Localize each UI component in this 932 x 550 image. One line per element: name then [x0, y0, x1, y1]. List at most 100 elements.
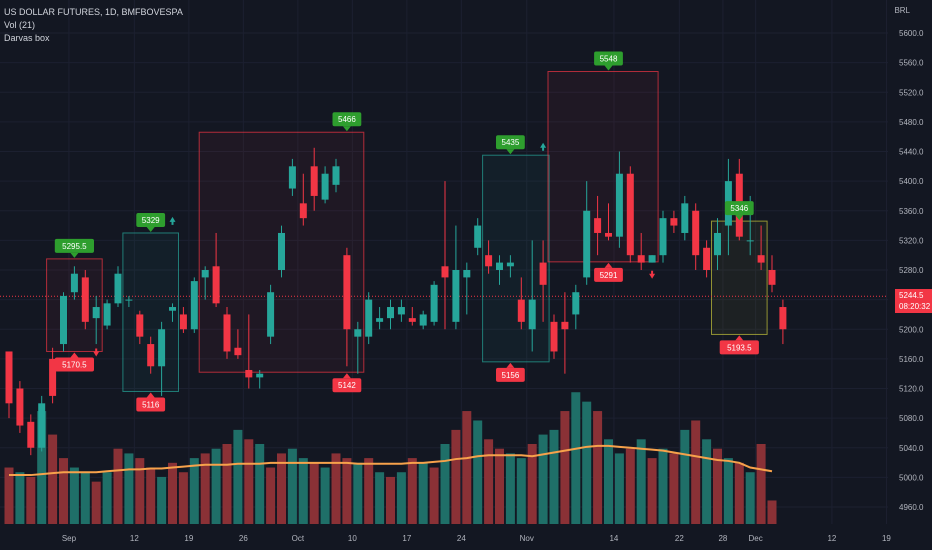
volume-bar [26, 476, 36, 524]
label-text: 5295.5 [62, 242, 87, 251]
candle [768, 255, 776, 293]
candle [365, 292, 373, 345]
time-tick-label: 19 [882, 534, 891, 543]
candle-body [70, 273, 78, 293]
candle-body [757, 255, 765, 263]
candle [354, 321, 362, 374]
darvas-box [122, 232, 179, 392]
time-tick-label: 24 [457, 534, 466, 543]
volume-bar [375, 472, 385, 524]
candle [234, 329, 242, 359]
volume-bar [277, 453, 286, 524]
price-tick-label: 5320.0 [899, 236, 924, 245]
candle-body [81, 277, 89, 322]
candle [27, 414, 35, 456]
volume-bar [4, 467, 14, 524]
time-tick-label: 17 [402, 534, 411, 543]
label-text: 5170.5 [62, 360, 87, 369]
candle-body [376, 318, 384, 322]
time-tick-label: 12 [827, 534, 836, 543]
volume-bar [527, 444, 537, 524]
volume-bar [135, 458, 145, 524]
volume-bar [571, 392, 581, 524]
volume-bar [222, 444, 232, 524]
candle [103, 299, 111, 330]
candle [528, 240, 536, 352]
volume-bar [418, 462, 428, 524]
label-pointer [342, 373, 351, 379]
time-tick-label: Nov [520, 534, 534, 543]
candle [310, 147, 318, 211]
volume-bar [647, 458, 657, 524]
volume-bar [407, 458, 417, 524]
candle [397, 299, 405, 322]
label-pointer [735, 215, 744, 221]
price-tick-label: 5160.0 [899, 355, 924, 364]
label-pointer [342, 126, 351, 132]
label-text: 5548 [600, 55, 618, 64]
volume-bar [342, 458, 352, 524]
volume-ma-line [9, 444, 773, 477]
label-pointer [70, 352, 79, 358]
label-background [54, 238, 94, 253]
candle [60, 292, 67, 352]
down-arrow-icon [649, 270, 656, 279]
candle-body [223, 314, 231, 352]
candle [779, 299, 787, 345]
candle [136, 310, 144, 345]
candle [626, 166, 634, 263]
price-tick-label: 5280.0 [899, 266, 924, 275]
candle [463, 262, 471, 315]
volume-bar [505, 453, 515, 524]
up-arrow-icon [169, 216, 176, 225]
label-background [54, 357, 94, 372]
candle-body [430, 284, 438, 322]
candle-body [256, 373, 264, 378]
candle-body [615, 173, 623, 237]
candle-body [485, 255, 493, 267]
candle-body [212, 266, 220, 304]
candle [714, 218, 721, 270]
candle-body [626, 173, 634, 256]
price-tick-label: 5000.0 [899, 473, 924, 482]
candle [419, 310, 427, 330]
candle [299, 173, 307, 226]
candle [49, 347, 57, 404]
volume-indicator-label[interactable]: Vol (21) [4, 20, 36, 30]
candle [506, 255, 514, 278]
label-text: 5291 [600, 271, 618, 280]
candle-body [16, 388, 24, 426]
candle-body [648, 255, 656, 263]
candle-body [397, 307, 405, 315]
candle-body [278, 232, 285, 270]
candle-body [659, 218, 667, 256]
price-tick-label: 4960.0 [899, 503, 924, 512]
volume-bar [767, 500, 777, 524]
volume-bar [200, 453, 210, 524]
volume-bar [255, 444, 265, 524]
candle-body [92, 307, 100, 319]
box-bottom-label: 5142 [332, 373, 362, 393]
darvas-indicator-label[interactable]: Darvas box [4, 33, 50, 43]
label-pointer [146, 226, 155, 232]
volume-bar [593, 411, 603, 524]
currency-label: BRL [894, 6, 910, 15]
candle-body [234, 347, 242, 356]
box-bottom-label: 5193.5 [719, 335, 759, 355]
candle [474, 218, 482, 256]
candle [125, 295, 133, 308]
candle-body [419, 314, 427, 326]
label-background [719, 340, 759, 355]
candle [703, 240, 711, 278]
label-background [136, 397, 166, 412]
time-tick-label: 14 [609, 534, 618, 543]
symbol-title[interactable]: US DOLLAR FUTURES, 1D, BMFBOVESPA [4, 7, 183, 17]
volume-bar [636, 439, 646, 524]
candle-body [670, 218, 678, 226]
candle [245, 314, 253, 389]
time-tick-label: 22 [675, 534, 684, 543]
candle-body [746, 240, 754, 242]
candle-body [201, 270, 209, 278]
candle [267, 284, 275, 345]
